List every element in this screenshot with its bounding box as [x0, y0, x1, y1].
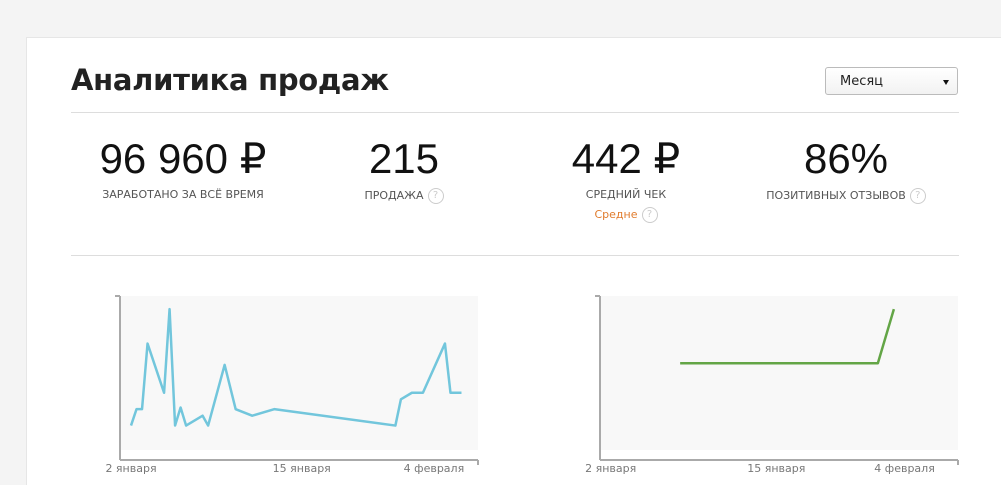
- stat: 215 ПРОДАЖА?: [294, 132, 514, 204]
- x-tick-label: 15 января: [273, 462, 331, 475]
- divider: [71, 255, 959, 256]
- stat-note: Средне: [594, 208, 638, 221]
- page-title: Аналитика продаж: [71, 63, 389, 97]
- stat: 86% ПОЗИТИВНЫХ ОТЗЫВОВ?: [736, 132, 956, 204]
- x-tick-label: 2 января: [585, 462, 636, 475]
- x-tick-label: 2 января: [105, 462, 156, 475]
- period-select[interactable]: Месяц: [825, 67, 958, 95]
- stat-label-row: ПРОДАЖА?: [294, 188, 514, 204]
- stat-label-row: ПОЗИТИВНЫХ ОТЗЫВОВ?: [736, 188, 956, 204]
- help-icon[interactable]: ?: [427, 188, 444, 204]
- stat-value: 442 ₽: [571, 135, 681, 182]
- plot-background: [120, 296, 478, 450]
- data-line: [129, 307, 462, 427]
- x-tick-label: 15 января: [747, 462, 805, 475]
- divider: [71, 112, 959, 113]
- stat-label: СРЕДНИЙ ЧЕК: [585, 188, 667, 201]
- stat: 442 ₽ СРЕДНИЙ ЧЕК Средне?: [516, 132, 736, 223]
- stat-note-row: Средне?: [516, 207, 736, 223]
- chart: 2 января 15 января 4 февраля: [585, 295, 959, 475]
- x-tick-label: 4 февраля: [874, 462, 935, 475]
- stat: 96 960 ₽ ЗАРАБОТАНО ЗА ВСЁ ВРЕМЯ: [73, 132, 293, 201]
- help-icon[interactable]: ?: [909, 188, 926, 204]
- chart: 2 января 15 января 4 февраля: [105, 295, 479, 475]
- data-line: [680, 308, 896, 365]
- help-icon[interactable]: ?: [641, 207, 658, 223]
- x-tick-label: 4 февраля: [404, 462, 465, 475]
- stat-value: 96 960 ₽: [99, 135, 267, 182]
- stat-label: ЗАРАБОТАНО ЗА ВСЁ ВРЕМЯ: [102, 188, 264, 201]
- stat-label: ПОЗИТИВНЫХ ОТЗЫВОВ: [766, 189, 906, 202]
- stat-label: ПРОДАЖА: [364, 189, 424, 202]
- stat-value: 86%: [803, 135, 889, 182]
- plot-background: [600, 296, 958, 450]
- stat-value: 215: [368, 135, 440, 182]
